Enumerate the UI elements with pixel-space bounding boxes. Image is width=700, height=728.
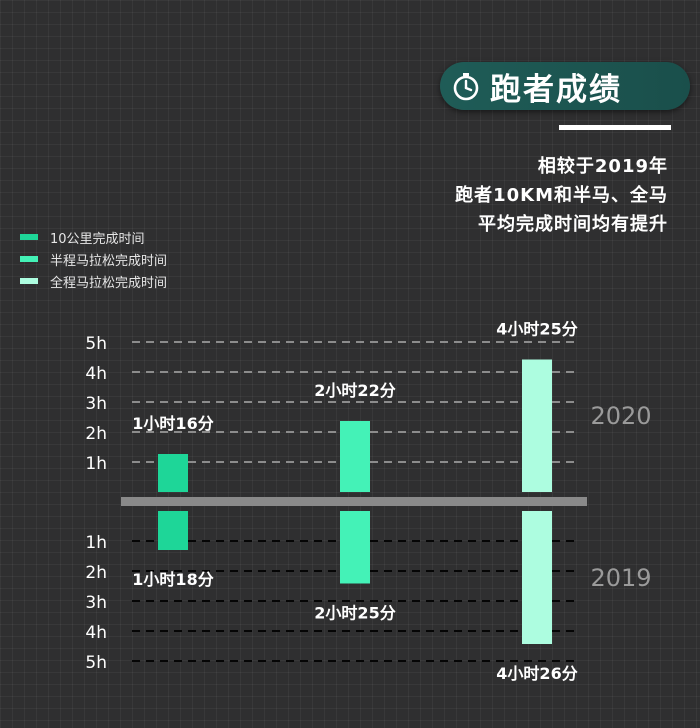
legend-label-full: 全程马拉松完成时间 [50, 275, 168, 291]
data-label-2019: 2小时25分 [314, 604, 395, 623]
bar-2019 [340, 511, 370, 584]
legend-swatch-10km [20, 234, 38, 240]
bar-2020 [158, 453, 188, 492]
data-label-2019: 4小时26分 [496, 664, 577, 683]
subtitle-line-1: 相较于2019年 [537, 156, 668, 177]
y-tick-label-2020: 1h [85, 454, 107, 474]
bar-2020 [340, 420, 370, 492]
y-tick-label-2019: 5h [85, 653, 107, 673]
y-tick-label-2019: 3h [85, 593, 107, 613]
y-tick-label-2020: 3h [85, 394, 107, 414]
legend: 10公里完成时间 半程马拉松完成时间 全程马拉松完成时间 [20, 226, 167, 292]
y-tick-label-2019: 2h [85, 563, 107, 583]
y-tick-label-2019: 4h [85, 623, 107, 643]
bar-2020 [522, 359, 552, 492]
subtitle-line-3: 平均完成时间均有提升 [478, 214, 668, 235]
y-tick-label-2020: 4h [85, 364, 107, 384]
bar-2019 [158, 511, 188, 550]
legend-label-half: 半程马拉松完成时间 [50, 253, 168, 269]
y-tick-label-2020: 5h [85, 334, 107, 354]
series-name-2019: 2019 [590, 564, 651, 592]
page-title: 跑者成绩 [490, 71, 622, 108]
data-label-2020: 4小时25分 [496, 319, 577, 338]
subtitle-line-2: 跑者10KM和半马、全马 [455, 185, 668, 206]
data-label-2020: 2小时22分 [314, 381, 395, 400]
legend-swatch-half [20, 256, 38, 262]
legend-item-10km: 10公里完成时间 [20, 226, 167, 248]
title-badge: 跑者成绩 [440, 62, 690, 110]
subtitle: 相较于2019年 跑者10KM和半马、全马 平均完成时间均有提升 [455, 152, 668, 239]
data-label-2019: 1小时18分 [132, 570, 213, 589]
stopwatch-icon [453, 73, 479, 101]
title-underline [559, 125, 671, 130]
legend-swatch-full [20, 278, 38, 284]
legend-item-full: 全程马拉松完成时间 [20, 270, 167, 292]
bar-2019 [522, 511, 552, 644]
y-tick-label-2020: 2h [85, 424, 107, 444]
data-label-2020: 1小时16分 [132, 414, 213, 433]
y-tick-label-2019: 1h [85, 533, 107, 553]
legend-item-half: 半程马拉松完成时间 [20, 248, 167, 270]
series-name-2020: 2020 [590, 402, 651, 430]
year-divider [121, 497, 587, 506]
legend-label-10km: 10公里完成时间 [50, 231, 145, 247]
